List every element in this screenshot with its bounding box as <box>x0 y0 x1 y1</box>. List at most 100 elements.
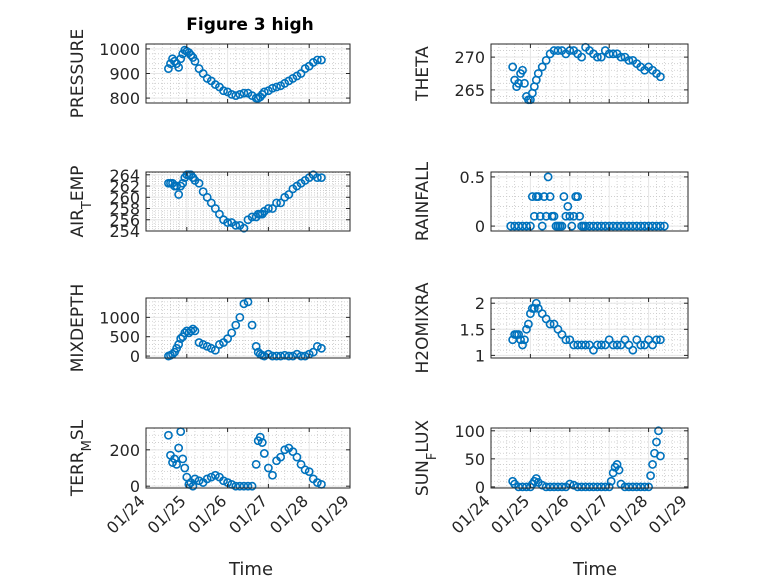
data-point <box>508 62 518 72</box>
data-point <box>527 192 537 201</box>
data-point <box>284 190 294 199</box>
data-point <box>174 62 184 72</box>
data-point <box>231 320 241 330</box>
axes-box <box>490 427 689 489</box>
y-tick-label: 900 <box>109 65 140 84</box>
data-point <box>535 211 545 221</box>
data-point <box>239 299 249 309</box>
y-tick-label: 1 <box>475 346 485 365</box>
data-point <box>259 87 269 97</box>
data-point <box>263 463 273 473</box>
data-point <box>227 328 237 338</box>
panel-theta: 265 270 THETA <box>413 42 689 105</box>
data-point <box>559 192 569 201</box>
data-point <box>243 481 253 491</box>
data-point <box>656 335 665 345</box>
data-point <box>247 481 257 491</box>
data-point <box>239 223 249 233</box>
data-point <box>251 459 261 469</box>
data-point <box>533 192 543 201</box>
data-point <box>280 350 290 360</box>
data-point <box>296 351 306 361</box>
y-tick-label: 254 <box>109 222 140 241</box>
x-tick-label: 01/25 <box>487 491 533 537</box>
data-point <box>612 460 622 469</box>
x-tick-label: 01/26 <box>184 491 230 537</box>
y-tick-label: 270 <box>454 48 485 67</box>
data-point <box>227 89 237 99</box>
data-point <box>300 465 310 475</box>
data-point <box>231 220 241 230</box>
y-tick-label: 0 <box>475 217 485 236</box>
data-point <box>312 478 322 487</box>
data-point <box>304 467 314 477</box>
data-point <box>202 192 212 202</box>
data-point <box>524 319 533 329</box>
data-point <box>520 335 529 345</box>
data-point <box>646 471 655 481</box>
y-tick-label: 262 <box>109 177 140 196</box>
data-point <box>164 430 173 440</box>
y-axis-label: THETA <box>413 46 433 102</box>
y-tick-label: 258 <box>109 200 140 219</box>
data-point <box>284 351 294 361</box>
data-point <box>190 56 200 66</box>
data-point <box>257 89 267 99</box>
data-point <box>219 86 228 96</box>
x-tick-label: 01/29 <box>307 491 353 537</box>
data-point <box>255 432 265 442</box>
data-point <box>259 449 269 458</box>
data-point <box>170 454 179 464</box>
data-point <box>176 427 186 437</box>
data-point <box>190 326 200 336</box>
data-point <box>312 341 322 351</box>
data-point <box>223 334 232 344</box>
data-point <box>557 482 567 492</box>
x-tick-label: 01/26 <box>527 491 573 537</box>
data-point <box>561 335 571 345</box>
data-point <box>288 351 298 361</box>
axes-box <box>145 171 351 232</box>
data-point <box>202 341 212 351</box>
data-point <box>317 343 326 353</box>
data-point <box>567 221 577 231</box>
data-point <box>223 218 232 227</box>
data-point <box>654 426 663 436</box>
data-point <box>215 209 224 219</box>
y-tick-label: 500 <box>109 328 140 347</box>
data-point <box>186 326 196 336</box>
data-point <box>268 204 277 213</box>
data-point <box>644 482 653 492</box>
data-point <box>529 211 539 221</box>
data-point <box>656 451 665 461</box>
data-point <box>276 452 286 462</box>
axes-box <box>490 171 689 232</box>
data-point <box>514 330 523 339</box>
x-tick-label: 01/25 <box>144 491 190 537</box>
x-tick-label: 01/24 <box>448 491 494 537</box>
data-point <box>563 202 573 211</box>
data-point <box>202 474 212 484</box>
x-axis-label-right: Time <box>572 559 617 580</box>
data-point <box>608 49 618 59</box>
data-point <box>206 198 216 208</box>
data-point <box>190 474 200 484</box>
data-point <box>557 221 567 231</box>
data-point <box>545 319 555 329</box>
y-tick-label: 1000 <box>99 308 140 327</box>
data-point <box>648 460 657 469</box>
data-point <box>553 46 563 55</box>
data-point <box>604 482 614 492</box>
data-point <box>180 463 190 473</box>
y-tick-label: 265 <box>454 81 485 100</box>
y-tick-label: 0 <box>130 347 140 366</box>
axes-box <box>145 297 351 359</box>
data-point <box>272 198 281 208</box>
data-point <box>317 55 326 65</box>
data-point <box>606 476 616 486</box>
data-point <box>178 178 188 188</box>
data-point <box>581 340 590 350</box>
data-point <box>516 335 525 345</box>
data-point <box>198 340 208 349</box>
